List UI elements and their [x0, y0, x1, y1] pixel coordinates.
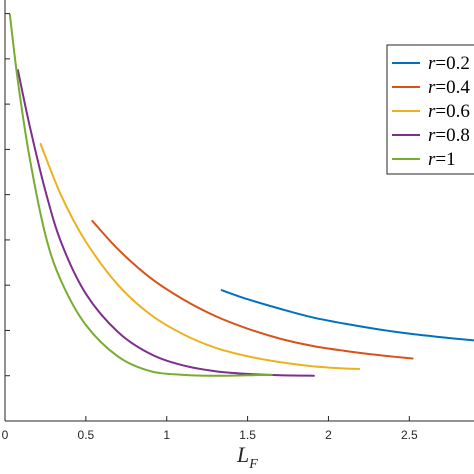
series-line-3: [39, 142, 361, 370]
x-tick-label: 1.5: [239, 428, 256, 442]
x-ticks-group: 0 0.5 1 1.5 2 2.5: [2, 416, 418, 442]
legend-label: r=0.6: [428, 101, 470, 122]
x-tick-label: 0.5: [78, 428, 95, 442]
series-line-1: [220, 289, 474, 342]
legend-label: r=0.8: [428, 125, 470, 146]
x-tick-label: 2.5: [401, 428, 418, 442]
x-tick-label: 2: [325, 428, 332, 442]
x-tick-label: 0: [2, 428, 9, 442]
y-ticks-group: [5, 13, 10, 377]
x-axis-label: LF: [236, 442, 258, 472]
legend-box: [386, 44, 474, 175]
x-tick-label: 1: [163, 428, 170, 442]
legend-label: r=0.2: [428, 53, 470, 74]
legend-label: r=1: [428, 149, 456, 170]
series-line-5: [8, 13, 273, 377]
series-line-4: [16, 69, 315, 377]
x-axis-label-subscript: F: [248, 457, 258, 472]
axes-group: [4, 0, 474, 422]
legend: r=0.2 r=0.4 r=0.6 r=0.8 r=1: [386, 44, 474, 175]
series-line-2: [91, 219, 414, 360]
curves-group: [8, 13, 474, 377]
legend-label: r=0.4: [428, 77, 470, 98]
